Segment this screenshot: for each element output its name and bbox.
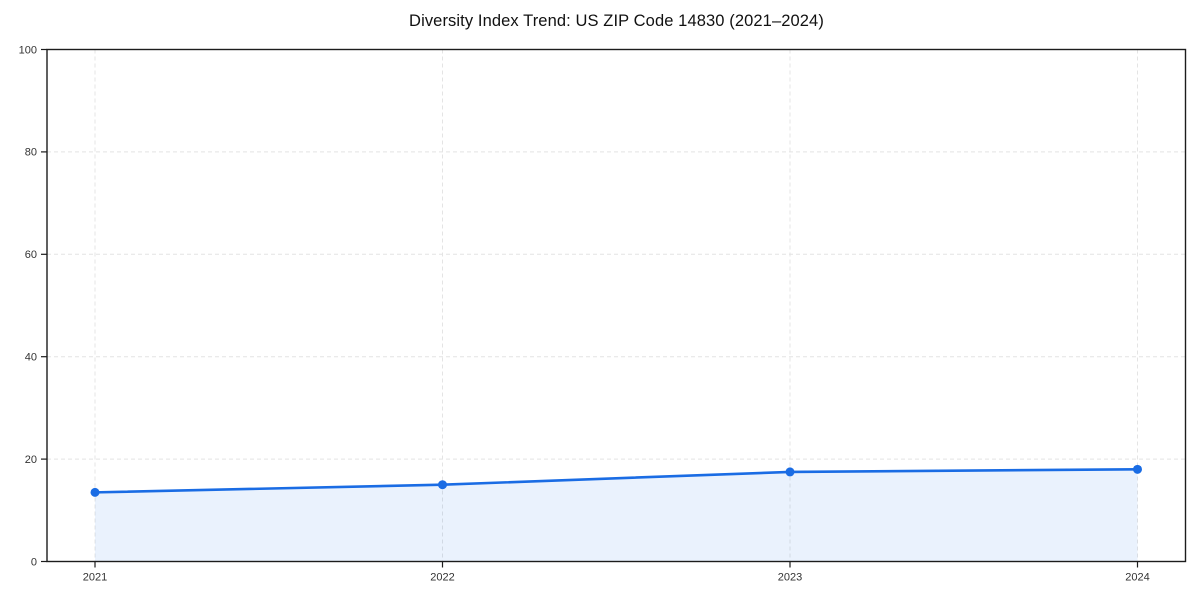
y-tick-label: 20 xyxy=(25,454,37,466)
y-tick-label: 60 xyxy=(25,249,37,261)
x-tick-label: 2021 xyxy=(83,572,107,584)
data-point-2024 xyxy=(1133,464,1142,474)
x-tick-label: 2022 xyxy=(430,572,454,584)
y-tick-label: 0 xyxy=(31,556,37,568)
data-point-2022 xyxy=(438,480,447,490)
x-tick-label: 2023 xyxy=(778,572,802,584)
y-tick-label: 80 xyxy=(25,147,37,159)
chart-title: Diversity Index Trend: US ZIP Code 14830… xyxy=(409,12,824,30)
area-fill xyxy=(95,469,1138,562)
data-point-2023 xyxy=(785,467,795,477)
y-tick-label: 100 xyxy=(19,44,37,56)
x-tick-label: 2024 xyxy=(1125,572,1149,584)
y-tick-label: 40 xyxy=(25,352,37,364)
data-point-2021 xyxy=(90,487,100,497)
trend-line xyxy=(93,468,1139,494)
plot-border xyxy=(46,48,1187,563)
